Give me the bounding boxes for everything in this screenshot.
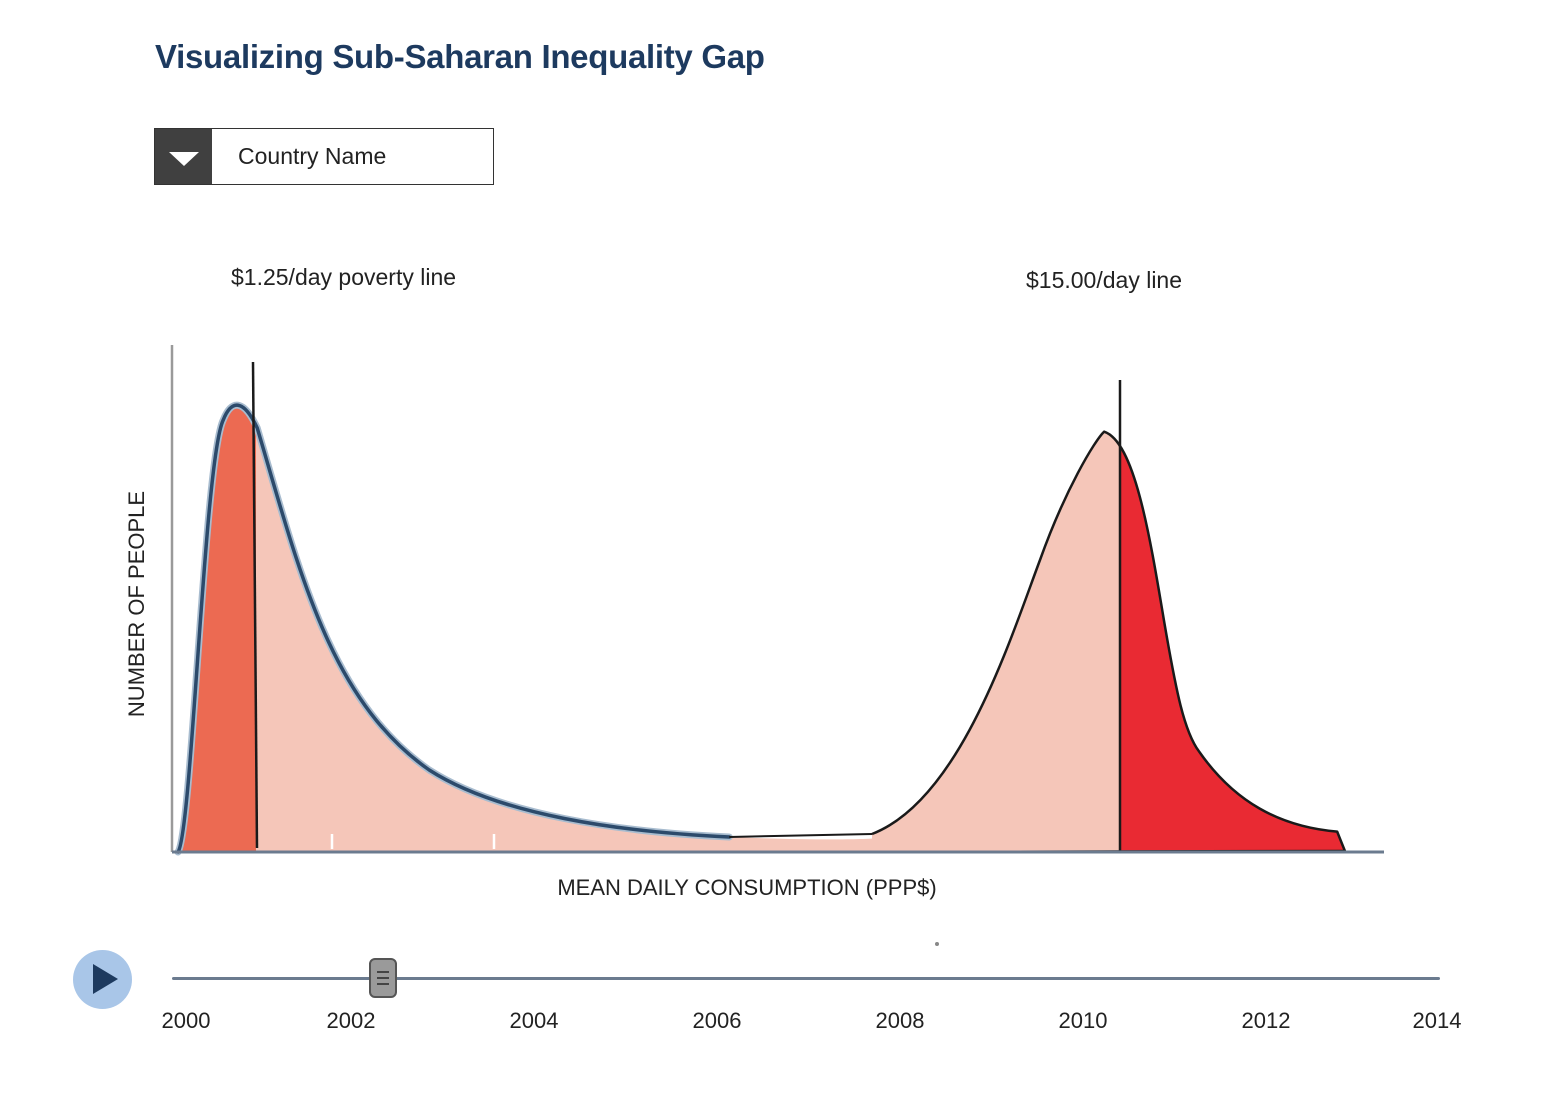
year-slider-track[interactable] xyxy=(172,977,1440,980)
year-tick-label[interactable]: 2000 xyxy=(161,1008,211,1033)
left-distribution-below-fill xyxy=(178,405,256,852)
poverty-line-label: $1.25/day poverty line xyxy=(231,264,457,290)
year-tick-label[interactable]: 2004 xyxy=(509,1008,559,1033)
grip-line xyxy=(376,983,389,985)
poverty-threshold-line xyxy=(251,361,259,849)
country-dropdown[interactable]: Country Name xyxy=(154,128,494,185)
right-distribution-outline xyxy=(871,430,1347,853)
chevron-down-icon xyxy=(168,151,199,166)
left-distribution-outline xyxy=(176,403,731,854)
year-slider-handle[interactable] xyxy=(368,958,397,998)
grip-line xyxy=(376,977,389,979)
right-distribution-below-fill xyxy=(872,431,1120,852)
bridge-line xyxy=(729,833,873,838)
year-tick-label[interactable]: 2014 xyxy=(1412,1008,1462,1033)
x-axis-label: MEAN DAILY CONSUMPTION (PPP$) xyxy=(557,875,937,900)
year-tick-label[interactable]: 2002 xyxy=(326,1008,376,1033)
year-tick-label[interactable]: 2012 xyxy=(1241,1008,1291,1033)
right-distribution-above-fill xyxy=(1120,445,1346,852)
marker-dot xyxy=(935,942,939,946)
y-axis-label: NUMBER OF PEOPLE xyxy=(124,490,149,718)
grip-line xyxy=(376,971,389,973)
play-icon xyxy=(93,964,118,994)
page-title: Visualizing Sub-Saharan Inequality Gap xyxy=(155,38,765,75)
year-tick-label[interactable]: 2008 xyxy=(875,1008,925,1033)
high-line-label: $15.00/day line xyxy=(1026,267,1183,293)
dropdown-toggle-button[interactable] xyxy=(155,129,212,184)
year-tick-label[interactable]: 2010 xyxy=(1058,1008,1108,1033)
dropdown-selected-value: Country Name xyxy=(238,143,387,169)
year-tick-label[interactable]: 2006 xyxy=(692,1008,742,1033)
left-distribution-above-fill xyxy=(256,425,880,852)
play-button[interactable] xyxy=(73,950,132,1009)
